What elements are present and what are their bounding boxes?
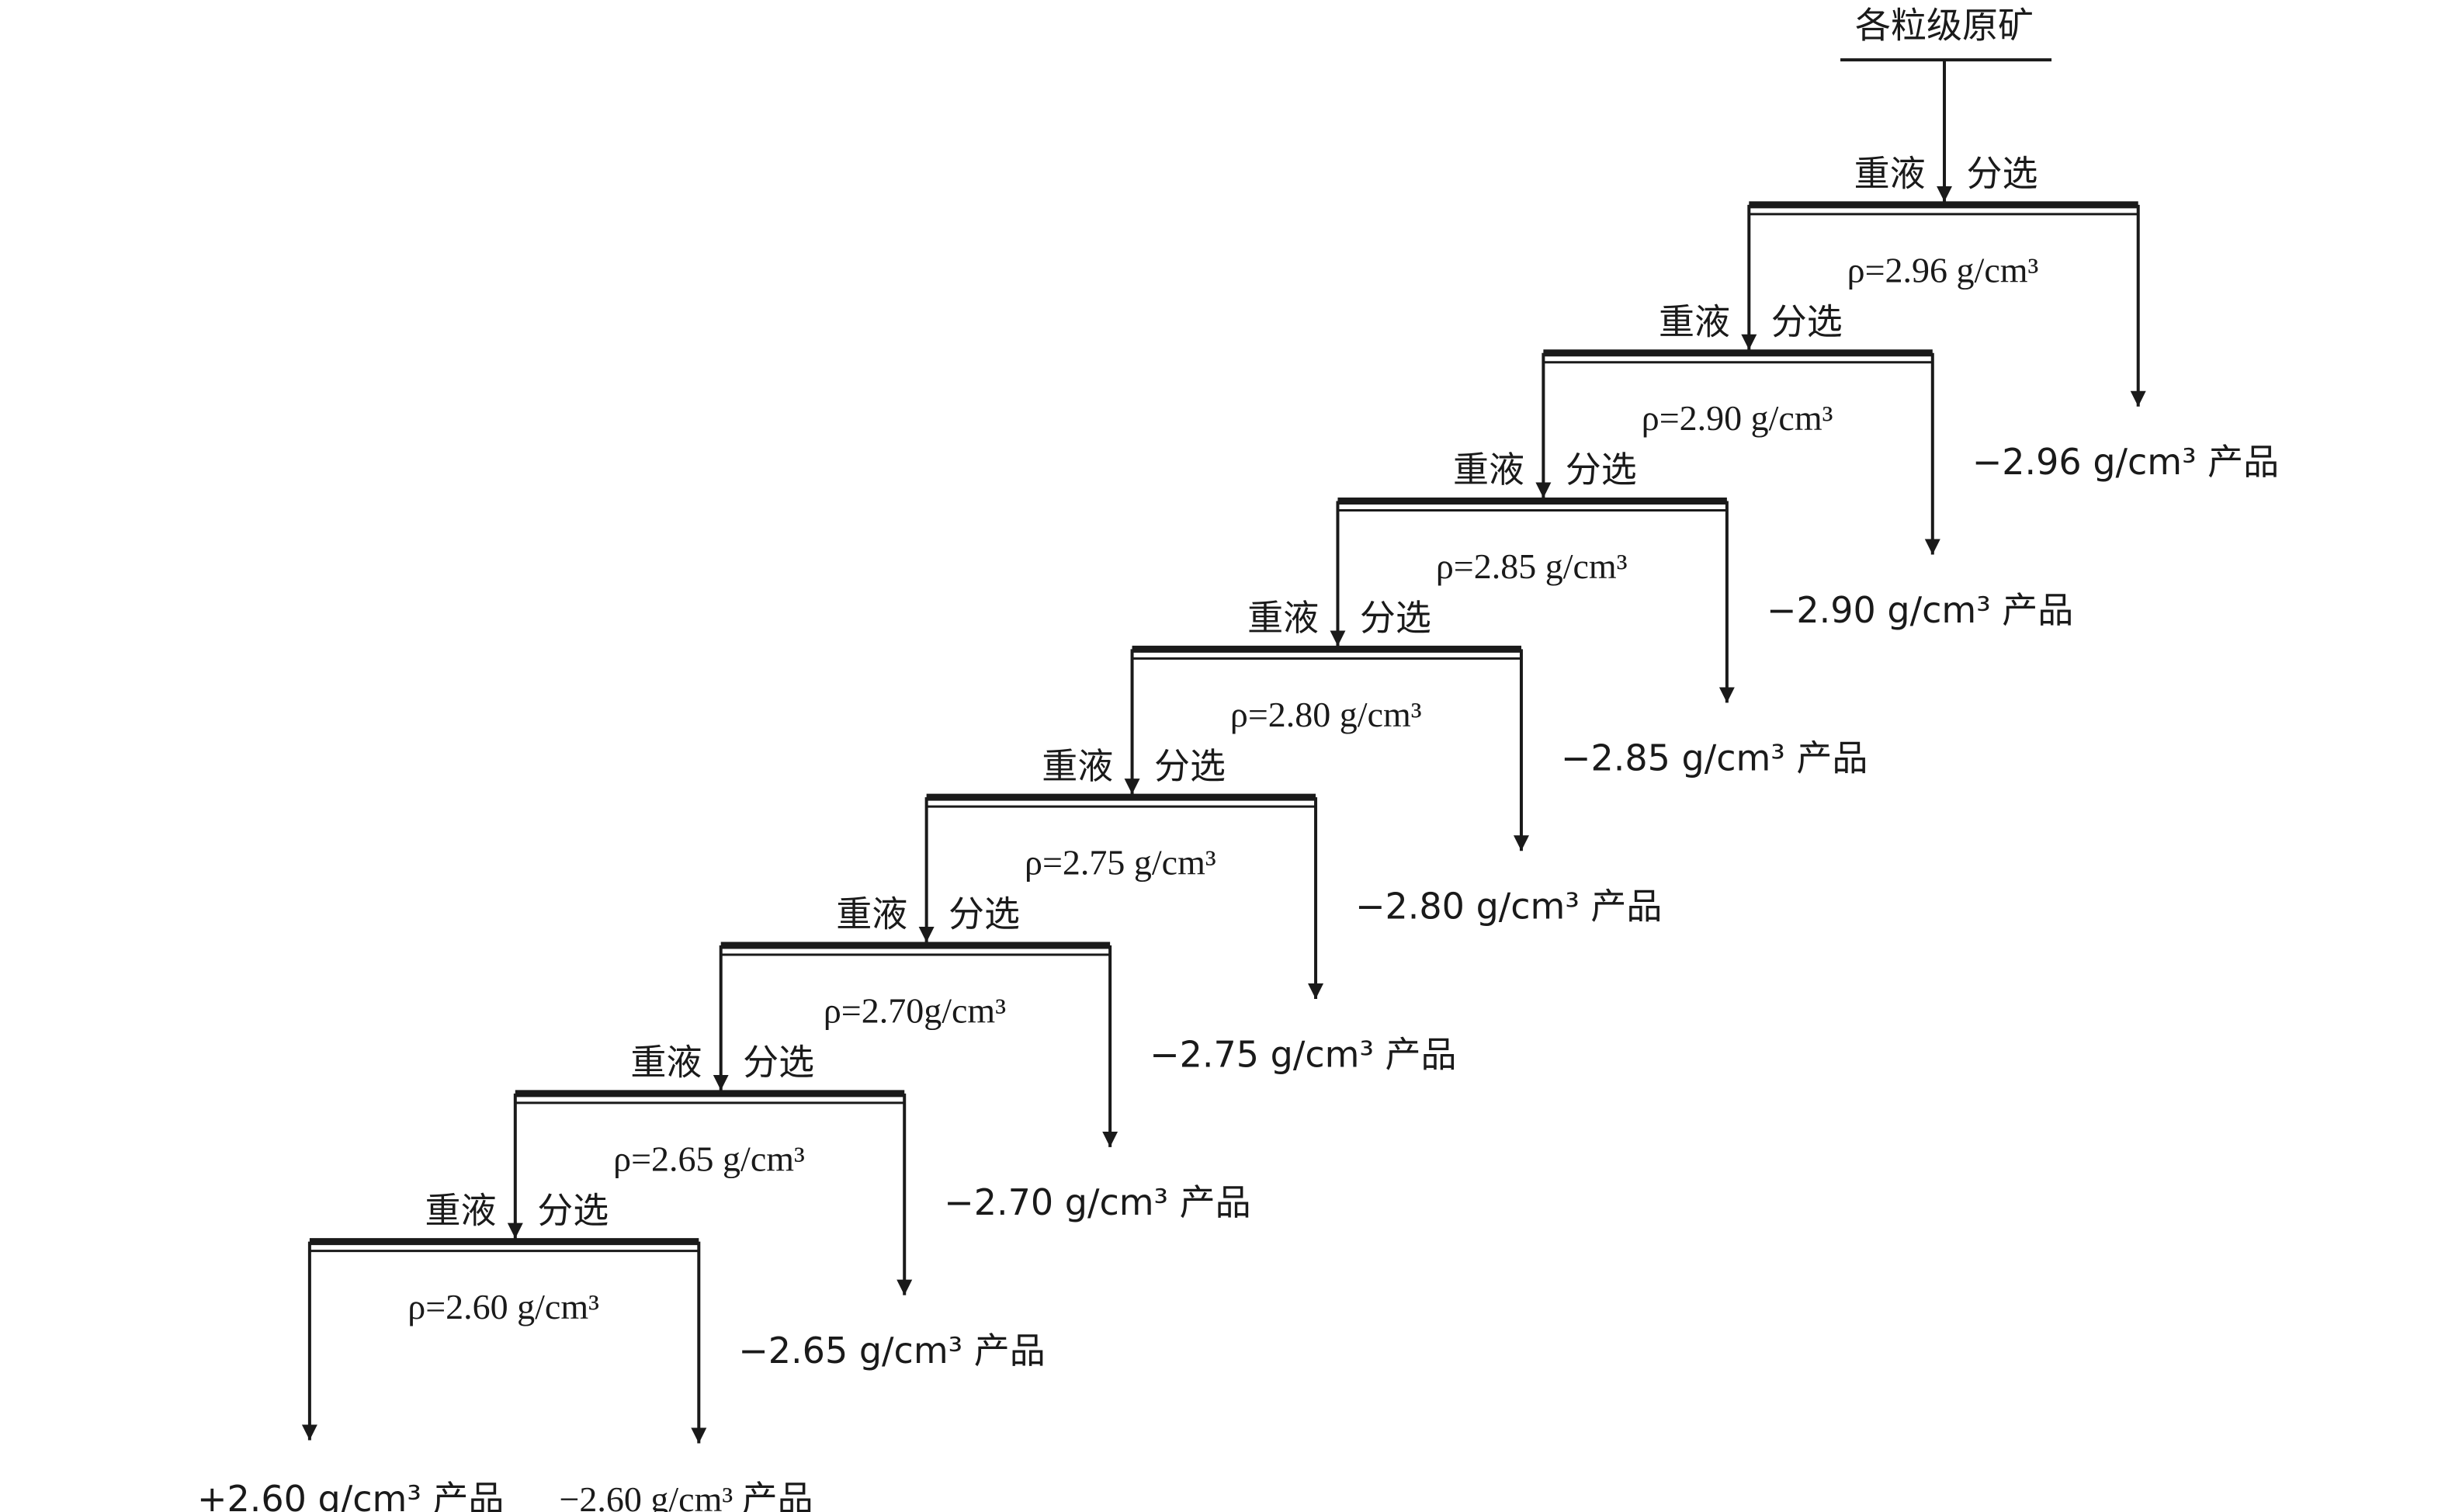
sink-product-label: −2.75 g/cm³ 产品	[1150, 1033, 1456, 1075]
feed-label: 各粒级原矿	[1855, 5, 2034, 47]
sink-product-label: −2.70 g/cm³ 产品	[944, 1181, 1250, 1223]
method-label-right: 分选	[1360, 597, 1431, 639]
density-label: ρ=2.70g/cm³	[824, 990, 1006, 1030]
density-label: ρ=2.80 g/cm³	[1230, 695, 1422, 734]
density-label: ρ=2.75 g/cm³	[1025, 843, 1216, 883]
sink-product-label: −2.60 g/cm³ 产品	[559, 1479, 813, 1512]
density-label: ρ=2.85 g/cm³	[1436, 546, 1628, 586]
method-label-left: 重液	[836, 893, 907, 935]
feed-group: 各粒级原矿	[1840, 5, 2052, 202]
density-label: ρ=2.65 g/cm³	[613, 1139, 805, 1178]
method-label-right: 分选	[949, 893, 1020, 935]
separation-stage: 重液 分选ρ=2.90 g/cm³−2.90 g/cm³ 产品	[1535, 300, 2073, 631]
separation-stage: 重液 分选ρ=2.85 g/cm³−2.85 g/cm³ 产品	[1330, 449, 1868, 779]
separation-stage: 重液 分选ρ=2.65 g/cm³−2.65 g/cm³ 产品	[507, 1041, 1046, 1372]
method-label-left: 重液	[1659, 300, 1730, 342]
method-label-left: 重液	[425, 1189, 496, 1231]
method-label-right: 分选	[1771, 300, 1843, 342]
method-label-left: 重液	[1854, 153, 1926, 195]
sink-product-label: −2.65 g/cm³ 产品	[738, 1330, 1045, 1372]
sink-product-label: −2.80 g/cm³ 产品	[1355, 885, 1662, 927]
method-label-left: 重液	[630, 1041, 702, 1083]
separation-stage: 重液 分选ρ=2.80 g/cm³−2.80 g/cm³ 产品	[1124, 597, 1662, 927]
separation-stage: 重液 分选ρ=2.96 g/cm³−2.96 g/cm³ 产品	[1741, 153, 2279, 483]
method-label-left: 重液	[1042, 745, 1113, 787]
method-label-left: 重液	[1247, 597, 1319, 639]
separation-stage: 重液 分选ρ=2.70g/cm³−2.70 g/cm³ 产品	[713, 893, 1251, 1223]
method-label-right: 分选	[743, 1041, 814, 1083]
method-label-right: 分选	[537, 1189, 609, 1231]
float-product-label: +2.60 g/cm³ 产品	[197, 1478, 504, 1512]
density-label: ρ=2.90 g/cm³	[1642, 398, 1833, 438]
separation-stage: 重液 分选ρ=2.75 g/cm³−2.75 g/cm³ 产品	[918, 745, 1457, 1075]
method-label-right: 分选	[1966, 153, 2038, 195]
sink-product-label: −2.96 g/cm³ 产品	[1972, 441, 2279, 483]
method-label-right: 分选	[1566, 449, 1637, 491]
method-label-right: 分选	[1154, 745, 1226, 787]
method-label-left: 重液	[1453, 449, 1524, 491]
density-label: ρ=2.96 g/cm³	[1847, 250, 2039, 290]
separation-stage: 重液 分选 ρ=2.60 g/cm³ −2.60 g/cm³ 产品	[301, 1189, 813, 1512]
sink-product-label: −2.85 g/cm³ 产品	[1561, 737, 1868, 779]
density-label: ρ=2.60 g/cm³	[408, 1287, 599, 1326]
sink-product-label: −2.90 g/cm³ 产品	[1767, 589, 2073, 631]
